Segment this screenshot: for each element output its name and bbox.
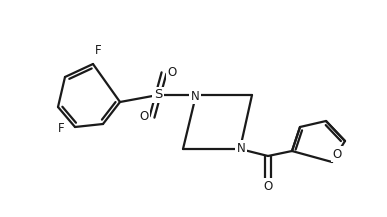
- Text: F: F: [95, 44, 101, 58]
- Text: N: N: [236, 141, 245, 155]
- Text: O: O: [167, 66, 176, 79]
- Text: S: S: [154, 89, 162, 102]
- Text: O: O: [264, 179, 272, 192]
- Text: N: N: [191, 89, 199, 102]
- Text: O: O: [139, 110, 149, 123]
- Text: O: O: [332, 148, 342, 161]
- Text: F: F: [58, 123, 64, 135]
